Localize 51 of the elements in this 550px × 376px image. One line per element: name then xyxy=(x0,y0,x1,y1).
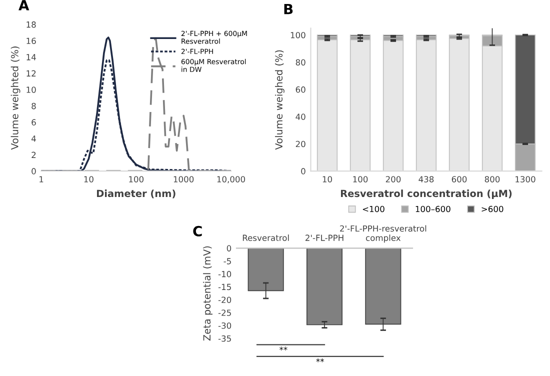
y-tick-label: 60 xyxy=(296,86,306,93)
x-tick-label: 100 xyxy=(129,176,144,182)
y-tick-label: -10 xyxy=(218,270,232,278)
y-tick-label: 20 xyxy=(296,140,306,148)
chart-title: A xyxy=(18,0,30,10)
text: ** xyxy=(280,346,288,350)
chart-title: B xyxy=(284,4,293,14)
x-axis-title: Resveratrol concentration (μM) xyxy=(340,190,512,199)
y-tick-label: -30 xyxy=(218,322,232,329)
x-tick-label: 800 xyxy=(484,176,500,182)
x-tick-label: Resveratrol xyxy=(242,234,289,241)
y-tick-label: -20 xyxy=(218,296,232,304)
chart-title: C xyxy=(193,226,202,236)
x-tick-label: 600 xyxy=(452,176,467,182)
text: ** xyxy=(316,358,324,362)
legend-label: <100 xyxy=(362,206,384,212)
y-tick-label: 80 xyxy=(296,59,306,66)
x-tick-label: 438 xyxy=(418,176,434,182)
y-axis-title: Zeta potential (mV) xyxy=(203,246,212,341)
y-tick-label: 2 xyxy=(32,152,36,158)
y-tick-label: 16 xyxy=(26,38,36,44)
y-tick-label: 18 xyxy=(26,21,36,28)
y-tick-label: 10 xyxy=(26,86,36,93)
y-tick-label: 0 xyxy=(301,168,306,174)
legend-label: 100–600 xyxy=(416,206,450,212)
x-tick-label: 10 xyxy=(84,176,94,182)
y-tick-label: -35 xyxy=(218,335,231,342)
x-tick-label: 2'-FL-PPH xyxy=(306,234,344,241)
y-tick-label: 0 xyxy=(32,168,36,174)
y-tick-label: 0 xyxy=(226,245,232,252)
y-tick-label: 14 xyxy=(26,54,36,60)
x-tick-label: 100 xyxy=(353,176,368,182)
x-tick-label: 1 xyxy=(40,176,44,182)
x-tick-label: 10 xyxy=(322,176,332,182)
x-tick-label: 10,000 xyxy=(217,176,246,184)
legend-label: >600 xyxy=(482,206,504,212)
x-axis-title: Diameter (nm) xyxy=(96,190,176,198)
y-tick-label: 8 xyxy=(32,102,36,110)
y-tick-label: 100 xyxy=(290,32,306,38)
y-axis-title: Volume weighted (%) xyxy=(10,46,20,150)
y-tick-label: -5 xyxy=(224,258,231,264)
x-tick-label: 1300 xyxy=(516,176,536,182)
y-tick-label: -25 xyxy=(218,310,231,316)
x-tick-label: 200 xyxy=(386,176,401,182)
y-tick-label: 6 xyxy=(32,119,36,126)
y-axis-title: Volume weighed (%) xyxy=(275,50,284,150)
y-tick-label: 4 xyxy=(31,136,36,142)
y-tick-label: 40 xyxy=(296,114,306,120)
y-tick-label: 12 xyxy=(26,70,36,76)
y-tick-label: -15 xyxy=(218,284,231,290)
x-tick-label: 1000 xyxy=(174,176,194,182)
